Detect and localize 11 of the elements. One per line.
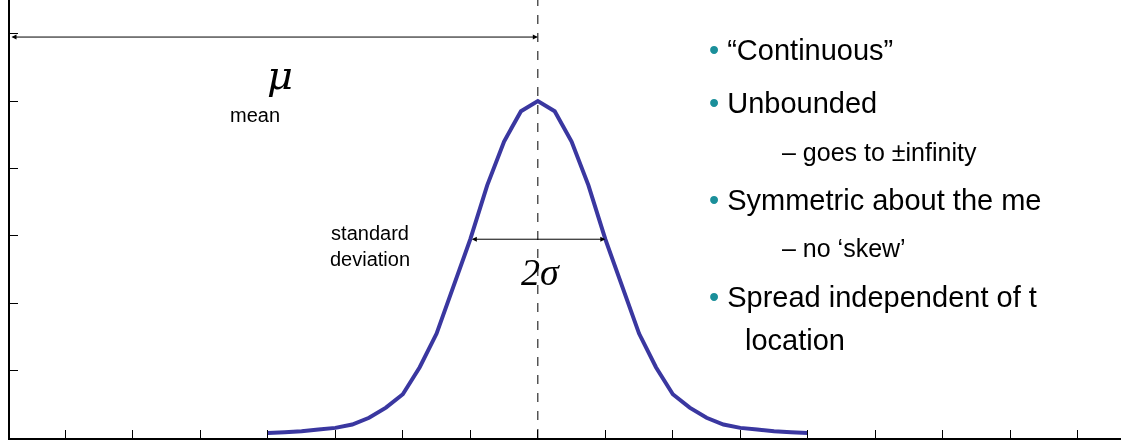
annotation: location (745, 324, 845, 356)
annotation: – goes to ±infinity (782, 138, 977, 166)
annotation: standard deviation (330, 222, 411, 270)
annotation: 2σ (521, 251, 560, 293)
annotation: – no ‘skew’ (782, 234, 906, 262)
annotation: • Unbounded (709, 87, 878, 119)
annotation: • Symmetric about the me (709, 184, 1042, 216)
annotation: mean (230, 104, 281, 126)
annotation: • Spread independent of t (709, 281, 1037, 313)
text: μ (267, 52, 293, 98)
text: • “Continuous” (709, 34, 894, 66)
